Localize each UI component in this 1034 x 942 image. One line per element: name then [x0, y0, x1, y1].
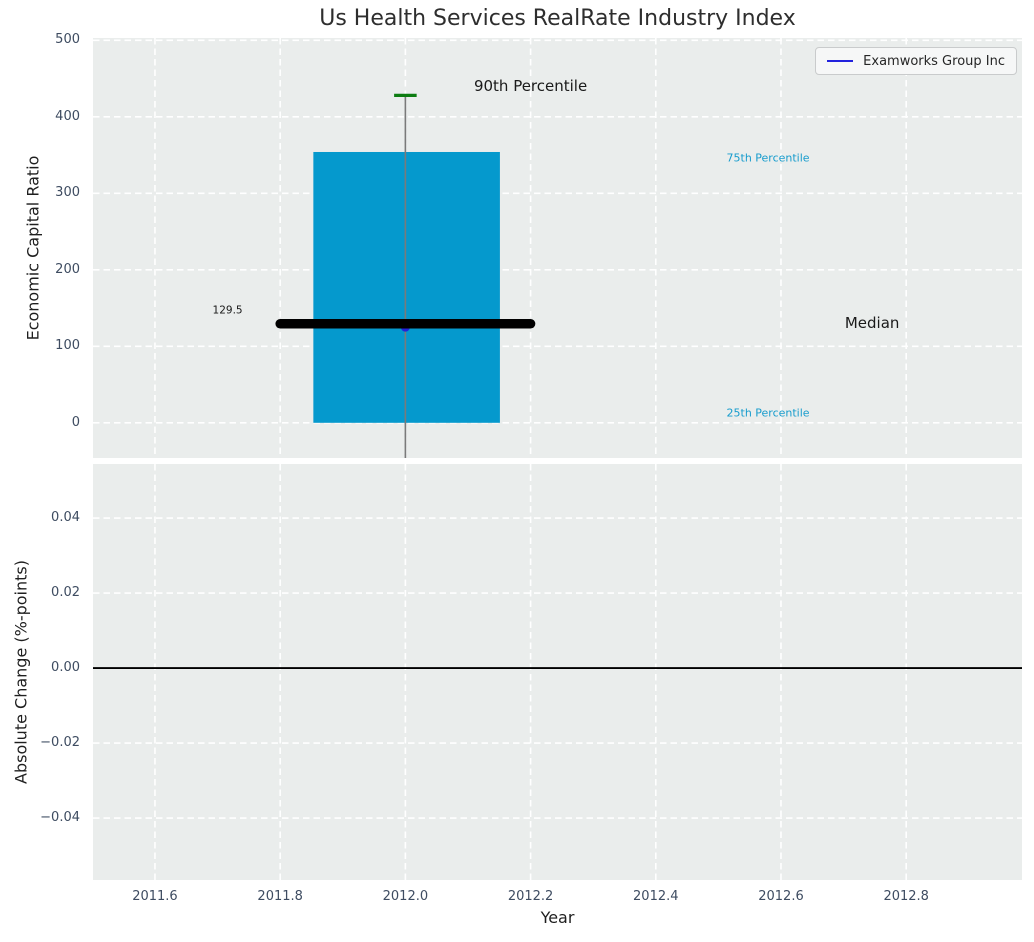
bottom-y-axis-label: Absolute Change (%-points): [11, 560, 31, 784]
iqr-box: [313, 151, 500, 423]
top-y-axis-label: Economic Capital Ratio: [23, 155, 43, 341]
legend: Examworks Group Inc: [815, 47, 1017, 75]
x-axis-label: Year: [540, 908, 575, 927]
axes-background-1: [93, 464, 1022, 880]
axes-background-0: [93, 38, 1022, 458]
chart-title: Us Health Services RealRate Industry Ind…: [319, 6, 796, 31]
legend-line-swatch: [827, 60, 854, 62]
legend-label: Examworks Group Inc: [863, 53, 1005, 69]
